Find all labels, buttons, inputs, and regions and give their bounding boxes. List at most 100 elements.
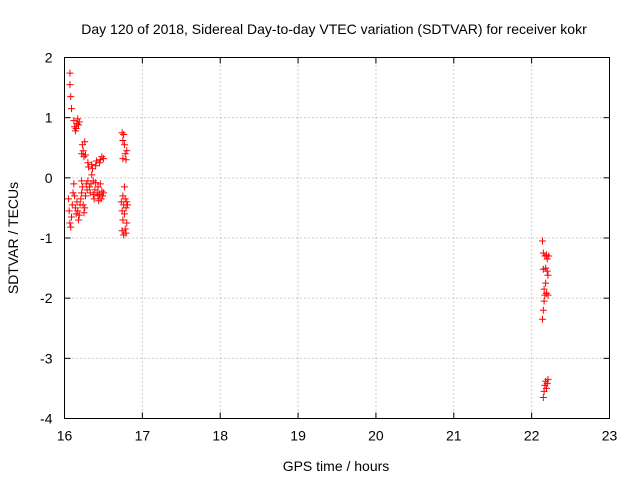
- data-point: [90, 195, 98, 203]
- data-point: [96, 159, 104, 167]
- data-point: [120, 183, 128, 191]
- data-point: [544, 291, 552, 299]
- data-point: [74, 115, 82, 123]
- y-tick-label: 0: [45, 170, 53, 186]
- data-point: [66, 219, 74, 227]
- data-point: [120, 210, 128, 218]
- data-point: [89, 191, 97, 199]
- data-point: [540, 297, 548, 305]
- data-point: [120, 131, 128, 139]
- grid-lines: [64, 57, 610, 419]
- data-point: [81, 138, 89, 146]
- x-tick-label: 16: [57, 428, 73, 444]
- data-point: [123, 147, 131, 155]
- data-point: [119, 216, 127, 224]
- data-point: [121, 195, 129, 203]
- data-point: [80, 153, 88, 161]
- data-point: [543, 255, 551, 263]
- data-point: [75, 118, 83, 126]
- data-point: [85, 183, 93, 191]
- data-point: [82, 192, 90, 200]
- y-axis-label: SDTVAR / TECUs: [5, 182, 21, 294]
- data-point: [78, 189, 86, 197]
- data-point: [77, 195, 85, 203]
- data-point: [96, 180, 104, 188]
- data-points: [64, 69, 553, 401]
- data-point: [75, 216, 83, 224]
- data-point: [98, 187, 106, 195]
- data-point: [70, 180, 78, 188]
- data-point: [542, 289, 550, 297]
- data-point: [79, 147, 87, 155]
- data-point: [99, 155, 107, 163]
- data-point: [88, 161, 96, 169]
- data-point: [92, 179, 100, 187]
- data-point: [99, 189, 107, 197]
- data-point: [119, 137, 127, 145]
- data-point: [540, 285, 548, 293]
- plot-frame: [64, 57, 610, 419]
- x-tick-label: 19: [290, 428, 306, 444]
- y-tick-label: 1: [45, 110, 53, 126]
- data-point: [78, 177, 86, 185]
- data-point: [542, 384, 550, 392]
- data-point: [123, 198, 131, 206]
- data-point: [75, 121, 83, 129]
- x-tick-label: 20: [368, 428, 384, 444]
- data-point: [75, 211, 83, 219]
- data-point: [121, 150, 129, 158]
- data-point: [68, 201, 76, 209]
- data-point: [99, 192, 107, 200]
- data-point: [98, 153, 106, 161]
- data-point: [121, 225, 129, 233]
- data-point: [92, 162, 100, 170]
- data-point: [66, 69, 74, 77]
- data-point: [92, 157, 100, 165]
- data-point: [68, 105, 76, 113]
- y-tick-label: -2: [40, 290, 53, 306]
- data-point: [67, 223, 75, 231]
- data-point: [542, 279, 550, 287]
- data-point: [539, 249, 547, 257]
- data-point: [543, 267, 551, 275]
- data-point: [123, 219, 131, 227]
- data-point: [72, 210, 80, 218]
- data-point: [71, 192, 79, 200]
- data-point: [97, 195, 105, 203]
- x-tick-label: 18: [212, 428, 228, 444]
- data-point: [79, 201, 87, 209]
- data-point: [74, 207, 82, 215]
- data-point: [544, 375, 552, 383]
- data-point: [80, 209, 88, 217]
- x-tick-label: 17: [135, 428, 151, 444]
- data-point: [81, 204, 89, 212]
- data-point: [86, 189, 94, 197]
- x-tick-label: 21: [446, 428, 462, 444]
- data-point: [539, 306, 547, 314]
- data-point: [72, 124, 80, 132]
- data-point: [67, 93, 75, 101]
- data-point: [118, 227, 126, 235]
- data-point: [66, 81, 74, 89]
- data-point: [89, 165, 97, 173]
- y-tick-label: 2: [45, 50, 53, 66]
- y-tick-label: -4: [40, 411, 53, 427]
- data-point: [122, 204, 130, 212]
- data-point: [96, 191, 104, 199]
- data-point: [119, 155, 127, 163]
- chart-title: Day 120 of 2018, Sidereal Day-to-day VTE…: [81, 21, 587, 37]
- data-point: [78, 183, 86, 191]
- data-point: [120, 141, 128, 149]
- data-point: [122, 229, 130, 237]
- data-point: [539, 237, 547, 245]
- x-tick-label: 23: [602, 428, 618, 444]
- data-point: [545, 252, 553, 260]
- data-point: [68, 213, 76, 221]
- data-point: [88, 171, 96, 179]
- y-tick-label: -3: [40, 350, 53, 366]
- data-point: [543, 380, 551, 388]
- data-point: [542, 264, 550, 272]
- data-point: [544, 271, 552, 279]
